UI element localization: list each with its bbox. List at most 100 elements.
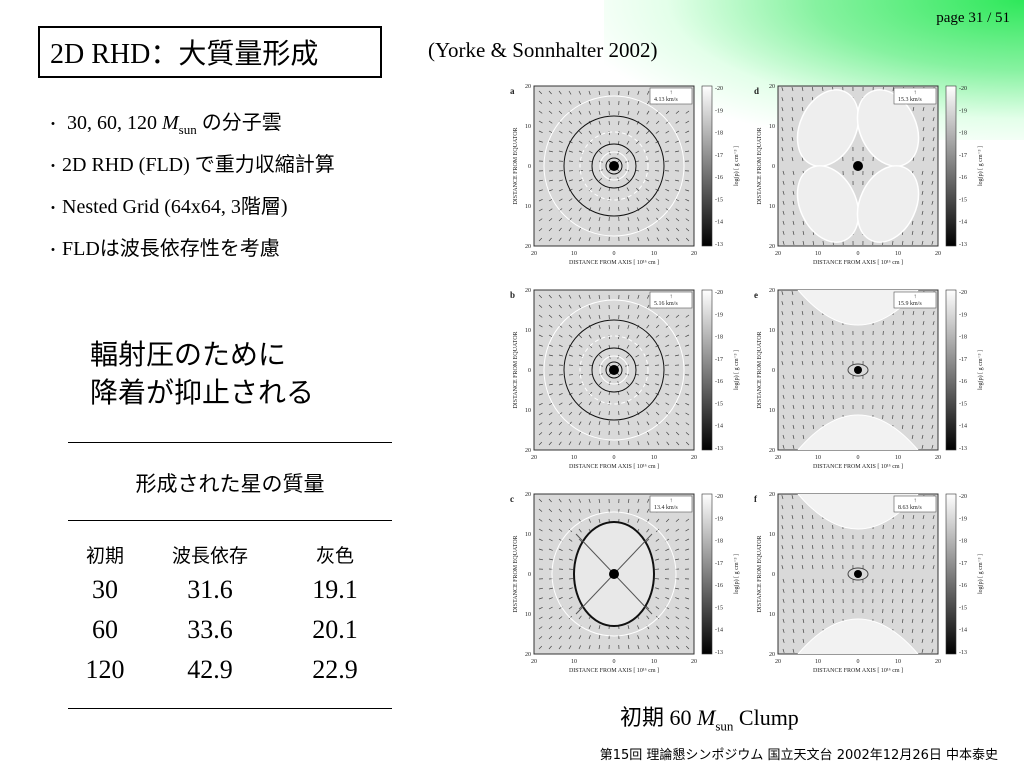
colorbar-tick-label: -13: [959, 446, 967, 452]
velocity-arrow: [802, 588, 805, 593]
velocity-arrow: [822, 618, 824, 624]
velocity-arrow: [548, 344, 553, 347]
y-tick-label: 10: [769, 612, 775, 618]
velocity-arrow: [812, 608, 815, 613]
velocity-arrow: [781, 137, 784, 142]
velocity-arrow: [568, 179, 573, 182]
velocity-arrow: [675, 120, 680, 124]
velocity-arrow: [791, 555, 794, 560]
velocity-arrow: [637, 508, 640, 513]
velocity-arrow: [792, 210, 795, 215]
colorbar-tick-label: -13: [715, 650, 723, 656]
velocity-arrow: [588, 178, 593, 182]
velocity-arrow: [781, 321, 784, 326]
velocity-arrow: [608, 334, 610, 340]
velocity-arrow: [558, 528, 563, 532]
velocity-arrow: [811, 311, 814, 316]
density-contour: [605, 361, 623, 379]
velocity-arrow: [578, 170, 584, 172]
velocity-arrow: [676, 645, 680, 650]
velocity-arrow: [792, 434, 795, 439]
velocity-arrow: [568, 150, 573, 153]
velocity-arrow: [892, 524, 894, 530]
density-contour: [579, 335, 649, 405]
velocity-arrow: [538, 508, 543, 512]
colorbar-tick-label: -16: [715, 583, 723, 589]
velocity-arrow: [781, 311, 784, 316]
velocity-arrow: [685, 354, 690, 357]
table-row: 30 31.6 19.1: [70, 570, 390, 610]
velocity-arrow: [568, 120, 573, 125]
velocity-arrow: [558, 237, 562, 242]
velocity-arrow: [665, 344, 670, 347]
density-contour: [591, 347, 637, 393]
velocity-arrow: [655, 392, 660, 396]
bullet-text: Nested Grid (64x64, 3階層): [62, 196, 288, 218]
velocity-arrow: [931, 578, 934, 583]
velocity-arrow: [792, 180, 795, 185]
velocity-arrow: [578, 538, 583, 543]
velocity-arrow: [812, 618, 815, 623]
velocity-arrow: [618, 130, 620, 136]
velocity-arrow: [588, 354, 593, 358]
velocity-arrow: [902, 331, 905, 336]
velocity-legend: 8.63 km/s: [898, 505, 922, 511]
x-tick-label: 10: [571, 251, 577, 257]
velocity-arrow: [791, 545, 794, 550]
velocity-arrow: [588, 100, 591, 105]
velocity-arrow: [911, 434, 914, 439]
cell: 19.1: [312, 575, 358, 604]
velocity-arrow: [675, 354, 680, 357]
table-caption: 形成された星の質量: [135, 472, 325, 496]
colorbar-tick-label: -13: [959, 650, 967, 656]
velocity-arrow: [558, 314, 563, 319]
velocity-arrow: [578, 411, 582, 416]
velocity-arrow: [912, 361, 915, 366]
colorbar-tick-label: -16: [959, 175, 967, 181]
velocity-arrow: [812, 404, 815, 409]
density-contour: [543, 299, 685, 441]
velocity-arrow: [911, 220, 914, 225]
velocity-arrow: [792, 628, 795, 633]
velocity-arrow: [781, 87, 784, 92]
velocity-arrow: [558, 508, 562, 513]
velocity-arrow: [922, 351, 925, 356]
velocity-arrow: [801, 331, 804, 336]
velocity-arrow: [588, 518, 591, 523]
velocity-arrow: [548, 412, 553, 416]
velocity-arrow: [637, 100, 640, 105]
velocity-arrow: [598, 508, 601, 513]
x-axis-label: DISTANCE FROM AXIS [ 10¹⁶ cm ]: [569, 464, 659, 470]
velocity-arrow: [627, 625, 630, 630]
velocity-arrow: [548, 208, 553, 212]
y-tick-label: 20: [769, 84, 775, 90]
velocity-arrow: [627, 237, 630, 242]
velocity-arrow: [568, 130, 573, 134]
colorbar-label: log(ρ) [ g cm⁻³ ]: [733, 554, 740, 594]
velocity-arrow: [685, 218, 690, 222]
y-tick-label: 10: [769, 532, 775, 538]
x-axis-label: DISTANCE FROM AXIS [ 10¹⁶ cm ]: [569, 668, 659, 674]
velocity-arrow: [588, 130, 592, 135]
velocity-arrow: [548, 120, 553, 124]
velocity-arrow: [685, 587, 690, 590]
velocity-arrow: [665, 383, 670, 386]
velocity-arrow: [685, 237, 690, 242]
callout-line: 降着が抑止される: [90, 376, 315, 409]
velocity-arrow: [538, 422, 543, 426]
velocity-arrow: [637, 625, 640, 630]
velocity-arrow: [901, 424, 904, 429]
velocity-arrow: [912, 341, 915, 346]
velocity-arrow: [822, 598, 824, 604]
velocity-arrow: [685, 179, 690, 182]
velocity-arrow: [812, 240, 815, 245]
velocity-arrow: [932, 341, 935, 346]
velocity-legend-box: [649, 291, 693, 309]
velocity-arrow: [608, 130, 610, 136]
velocity-arrow: [922, 525, 925, 530]
panel-content: [538, 294, 690, 446]
velocity-arrow: [892, 340, 894, 346]
header-wavelength-dependent: 波長依存: [171, 544, 248, 567]
velocity-arrow: [812, 424, 815, 429]
